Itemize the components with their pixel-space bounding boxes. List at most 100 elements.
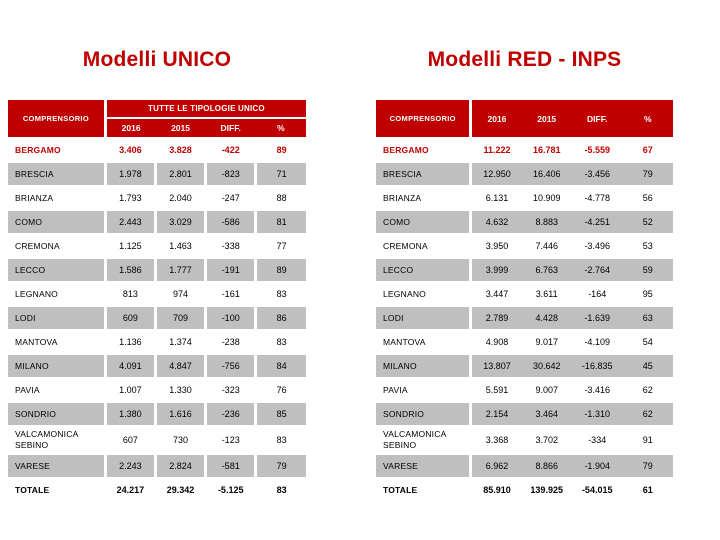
table-row: SONDRIO 2.154 3.464 -1.310 62 [376, 401, 673, 427]
row-label: SONDRIO [376, 401, 473, 427]
row-label: TOTALE [376, 477, 473, 503]
row-value: 1.374 [153, 329, 206, 355]
row-value: 79 [622, 453, 673, 479]
row-value: -5.125 [204, 477, 256, 503]
row-value: 7.446 [521, 233, 572, 259]
row-label: MILANO [376, 353, 473, 379]
row-value: 3.464 [521, 401, 572, 427]
row-label: PAVIA [376, 377, 473, 403]
row-value: 2.040 [153, 185, 206, 211]
row-label: BRESCIA [8, 161, 106, 187]
row-label: BERGAMO [8, 137, 106, 163]
row-value: 3.950 [470, 233, 522, 259]
row-value: 52 [622, 209, 673, 235]
row-value: 2.154 [470, 401, 522, 427]
row-value: 86 [254, 305, 306, 331]
row-value: 4.632 [470, 209, 522, 235]
row-label: COMO [8, 209, 106, 235]
row-value: 79 [254, 453, 306, 479]
table-row: BERGAMO 3.406 3.828 -422 89 [8, 137, 306, 163]
row-value: 85 [254, 401, 306, 427]
table-row: BRIANZA 1.793 2.040 -247 88 [8, 185, 306, 211]
row-value: 10.909 [521, 185, 572, 211]
row-value: 1.793 [103, 185, 156, 211]
row-value: 13.807 [470, 353, 522, 379]
row-value: 71 [254, 161, 306, 187]
row-value: 4.908 [470, 329, 522, 355]
row-label: LODI [8, 305, 106, 331]
row-value: 4.428 [521, 305, 572, 331]
table-row: SONDRIO 1.380 1.616 -236 85 [8, 401, 306, 427]
table-row: LECCO 3.999 6.763 -2.764 59 [376, 257, 673, 283]
row-value: 6.763 [521, 257, 572, 283]
row-value: 79 [622, 161, 673, 187]
row-label: MILANO [8, 353, 106, 379]
row-value: -5.559 [571, 137, 623, 163]
red-inps-col-header-2015: 2015 [521, 100, 572, 138]
red-inps-name-header: COMPRENSORIO [376, 100, 473, 138]
row-value: 3.611 [521, 281, 572, 307]
row-label: VALCAMONICA SEBINO [8, 425, 106, 455]
row-value: 76 [254, 377, 306, 403]
row-value: 53 [622, 233, 673, 259]
row-value: 85.910 [470, 477, 522, 503]
row-value: 1.380 [103, 401, 156, 427]
row-value: 1.586 [103, 257, 156, 283]
row-value: 12.950 [470, 161, 522, 187]
row-value: 24.217 [103, 477, 156, 503]
row-label: LECCO [376, 257, 473, 283]
row-value: 89 [254, 257, 306, 283]
row-value: 16.781 [521, 137, 572, 163]
row-value: 2.243 [103, 453, 156, 479]
table-row: PAVIA 1.007 1.330 -323 76 [8, 377, 306, 403]
row-value: 88 [254, 185, 306, 211]
row-value: -1.310 [571, 401, 623, 427]
table-row: LODI 2.789 4.428 -1.639 63 [376, 305, 673, 331]
red-inps-title: Modelli RED - INPS [427, 48, 622, 71]
row-value: 730 [153, 425, 206, 455]
row-value: -586 [204, 209, 256, 235]
table-row: BRESCIA 1.978 2.801 -823 71 [8, 161, 306, 187]
row-value: 3.447 [470, 281, 522, 307]
row-value: 9.017 [521, 329, 572, 355]
row-value: -3.416 [571, 377, 623, 403]
row-value: 1.978 [103, 161, 156, 187]
table-row: CREMONA 1.125 1.463 -338 77 [8, 233, 306, 259]
row-value: -581 [204, 453, 256, 479]
row-value: 2.443 [103, 209, 156, 235]
table-row: MANTOVA 1.136 1.374 -238 83 [8, 329, 306, 355]
unico-col-header-pct: % [255, 118, 306, 138]
row-value: -4.251 [571, 209, 623, 235]
table-row: LODI 609 709 -100 86 [8, 305, 306, 331]
table-row: COMO 2.443 3.029 -586 81 [8, 209, 306, 235]
red-inps-table-header: COMPRENSORIO 2016 2015 DIFF. % [376, 100, 673, 138]
row-value: 45 [622, 353, 673, 379]
row-value: 81 [254, 209, 306, 235]
row-label: CREMONA [8, 233, 106, 259]
row-value: 62 [622, 377, 673, 403]
row-value: 83 [254, 329, 306, 355]
table-row: MANTOVA 4.908 9.017 -4.109 54 [376, 329, 673, 355]
row-value: 29.342 [153, 477, 206, 503]
row-label: TOTALE [8, 477, 106, 503]
row-label: BRIANZA [376, 185, 473, 211]
row-value: -3.456 [571, 161, 623, 187]
row-value: -164 [571, 281, 623, 307]
table-row: LEGNANO 3.447 3.611 -164 95 [376, 281, 673, 307]
row-value: 83 [254, 425, 306, 455]
row-value: 6.131 [470, 185, 522, 211]
red-inps-col-header-pct: % [622, 100, 673, 138]
row-value: -247 [204, 185, 256, 211]
row-value: 9.007 [521, 377, 572, 403]
unico-table: COMPRENSORIO TUTTE LE TIPOLOGIE UNICO 20… [8, 100, 306, 503]
row-label: MANTOVA [376, 329, 473, 355]
row-value: 813 [103, 281, 156, 307]
row-value: 56 [622, 185, 673, 211]
row-value: 607 [103, 425, 156, 455]
row-value: -338 [204, 233, 256, 259]
table-row: COMO 4.632 8.883 -4.251 52 [376, 209, 673, 235]
row-value: -100 [204, 305, 256, 331]
row-value: -236 [204, 401, 256, 427]
row-value: 95 [622, 281, 673, 307]
row-value: -4.778 [571, 185, 623, 211]
